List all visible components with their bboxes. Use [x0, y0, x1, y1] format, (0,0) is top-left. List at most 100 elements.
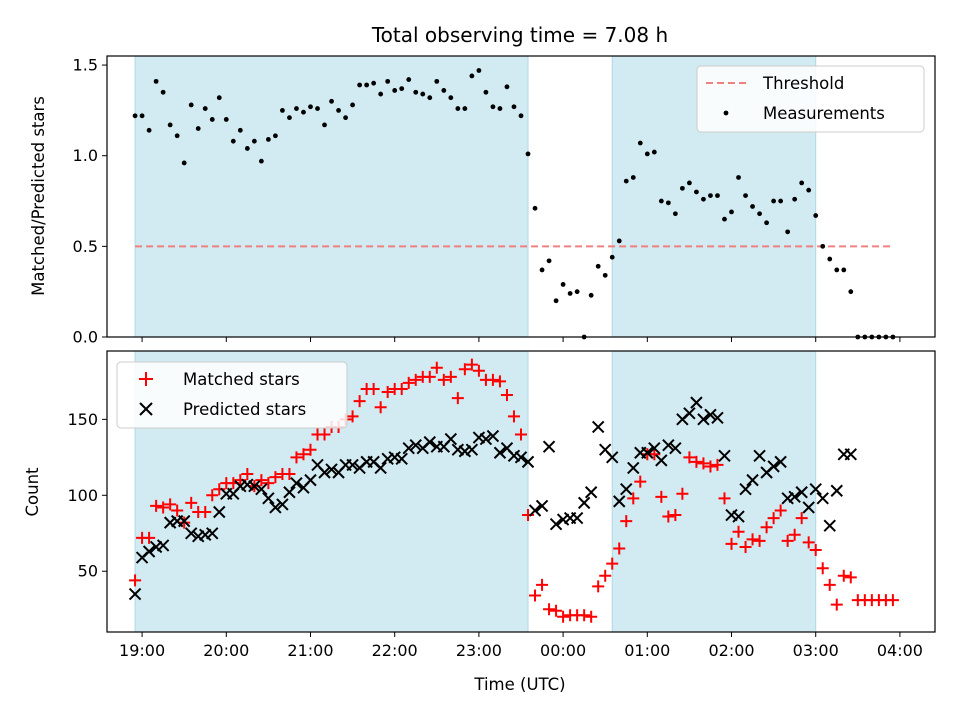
matched-star-point — [234, 474, 247, 487]
measurement-point — [588, 292, 594, 298]
matched-star-point — [550, 604, 563, 617]
matched-star-point — [620, 515, 633, 528]
measurement-point — [420, 91, 426, 97]
predicted-star-point — [739, 483, 752, 496]
predicted-star-point — [269, 501, 282, 514]
matched-star-point — [129, 574, 142, 587]
legend-label-matched: Matched stars — [183, 370, 300, 389]
x-tick-label: 02:00 — [708, 641, 754, 660]
measurement-point — [497, 106, 503, 111]
measurement-point — [364, 82, 370, 88]
predicted-star-point — [669, 442, 682, 455]
bottom-panel: 19:00 20:00 21:00 22:00 23:00 00:00 01:00 02:00… — [23, 350, 936, 694]
measurement-point — [251, 138, 257, 144]
measurement-point — [602, 272, 608, 278]
measurement-point — [406, 77, 412, 82]
measurement-point — [343, 115, 348, 121]
matched-star-point — [760, 521, 773, 534]
predicted-star-point — [402, 442, 415, 455]
matched-star-point — [669, 509, 682, 522]
measurement-point — [476, 68, 482, 73]
measurement-point — [848, 289, 854, 295]
predicted-star-point — [577, 496, 591, 510]
matched-star-point — [472, 364, 485, 377]
measurement-point — [637, 140, 643, 146]
measurement-point — [301, 109, 306, 115]
matched-star-point — [655, 490, 668, 503]
y-tick-label: 150 — [67, 410, 98, 429]
predicted-star-point — [774, 455, 787, 469]
measurement-point — [174, 133, 180, 139]
measurement-point — [609, 254, 615, 260]
matched-star-point — [725, 537, 738, 550]
predicted-star-point — [283, 486, 296, 499]
measurement-point — [146, 127, 152, 133]
measurement-point — [574, 289, 580, 295]
matched-star-point — [297, 448, 310, 461]
predicted-star-point — [704, 408, 717, 422]
measurement-point — [188, 102, 194, 108]
predicted-star-point — [177, 514, 191, 528]
predicted-star-point — [255, 483, 268, 496]
matched-star-point — [143, 531, 156, 544]
matched-star-point — [444, 370, 457, 383]
matched-star-point — [746, 533, 759, 546]
measurement-point — [139, 113, 145, 119]
matched-star-point — [690, 455, 703, 468]
measurement-point — [785, 229, 791, 235]
x-tick-label: 00:00 — [540, 641, 586, 660]
measurement-point — [385, 78, 391, 84]
matched-star-point — [627, 492, 640, 505]
matched-star-point — [592, 580, 605, 593]
matched-star-point — [402, 376, 415, 389]
x-tick-label: 04:00 — [877, 641, 923, 660]
matched-star-point — [557, 610, 570, 623]
y-tick-label: 1.5 — [73, 56, 98, 75]
measurement-point — [820, 243, 826, 249]
predicted-star-point — [444, 432, 458, 446]
predicted-star-point — [535, 499, 549, 513]
top-legend: Threshold Measurements — [696, 65, 925, 133]
measurement-point — [455, 106, 461, 111]
top-x-ticks — [141, 337, 901, 342]
matched-star-point — [500, 389, 513, 402]
measurement-point — [595, 263, 601, 269]
bottom-legend-box — [116, 361, 348, 429]
measurement-point — [736, 175, 741, 180]
predicted-star-point — [613, 495, 626, 508]
matched-star-point — [171, 504, 184, 517]
measurement-point — [778, 198, 784, 204]
matched-star-point — [451, 392, 464, 405]
predicted-star-point — [128, 587, 142, 601]
measurement-point — [687, 180, 692, 186]
predicted-star-point — [156, 539, 170, 552]
measurement-point — [806, 187, 812, 193]
matched-star-point — [634, 475, 647, 488]
measurement-point — [167, 122, 173, 128]
y-tick-label: 50 — [78, 562, 98, 581]
matched-star-point — [536, 578, 549, 591]
measurement-point — [294, 106, 299, 111]
measurement-point — [490, 104, 496, 110]
predicted-star-point — [290, 476, 303, 490]
measurement-point — [658, 198, 664, 204]
measurement-point — [216, 95, 222, 101]
matched-legend-marker — [139, 372, 153, 386]
measurement-point — [672, 211, 678, 217]
matched-star-point — [739, 540, 752, 553]
predicted-star-point — [648, 442, 661, 455]
matched-star-point — [613, 542, 626, 555]
matched-star-point — [318, 428, 331, 441]
predicted-star-point — [591, 420, 605, 434]
predicted-star-point — [206, 527, 219, 540]
matched-star-point — [241, 468, 254, 481]
predicted-star-point — [395, 452, 408, 466]
predicted-star-point — [683, 407, 696, 420]
predicted-star-point — [423, 435, 436, 449]
measurements-legend-dot — [723, 110, 729, 116]
predicted-star-point — [753, 449, 766, 463]
predicted-star-point — [262, 492, 275, 505]
matched-star-point — [697, 457, 710, 470]
matched-star-point — [662, 510, 675, 523]
x-tick-label: 21:00 — [287, 641, 333, 660]
